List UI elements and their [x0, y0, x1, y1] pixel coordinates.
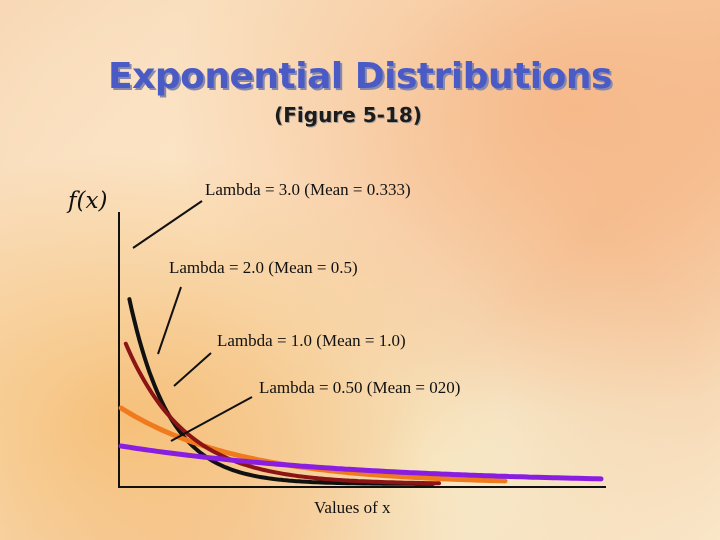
annotation-lambda-0-5: Lambda = 0.50 (Mean = 020) — [259, 378, 461, 397]
slide-title: Exponential Distributions — [108, 56, 612, 97]
arrow-lambda-2 — [157, 286, 182, 355]
annotation-lambda-1: Lambda = 1.0 (Mean = 1.0) — [217, 331, 406, 350]
arrow-lambda-1 — [173, 352, 212, 387]
arrow-lambda-3 — [132, 200, 203, 249]
curve-lambda-2 — [123, 341, 441, 486]
annotation-lambda-2: Lambda = 2.0 (Mean = 0.5) — [169, 258, 358, 277]
annotation-lambda-3: Lambda = 3.0 (Mean = 0.333) — [205, 180, 411, 199]
x-axis-label: Values of x — [314, 498, 391, 517]
arrow-lambda-0-5 — [170, 396, 253, 442]
y-axis-label: f(x) — [68, 188, 108, 214]
curve-lambda-1 — [118, 405, 508, 484]
curve-lambda-3 — [127, 297, 435, 486]
slide-subtitle: (Figure 5-18) — [274, 103, 422, 127]
curve-lambda-0-5 — [118, 443, 604, 482]
